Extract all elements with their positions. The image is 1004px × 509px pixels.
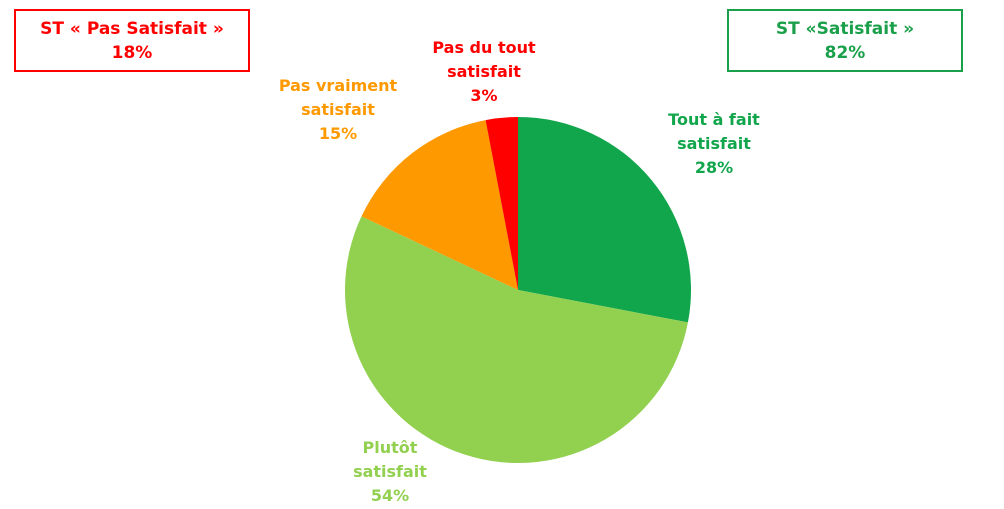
subtotal-box: ST « Pas Satisfait » 18% (14, 9, 250, 72)
slice-label: Pas du tout satisfait 3% (424, 36, 544, 108)
slice-name: Plutôt satisfait (353, 438, 427, 481)
slice-name: Pas du tout satisfait (432, 38, 536, 81)
pie-slice (344, 216, 688, 463)
subtotal-box: ST «Satisfait » 82% (727, 9, 963, 72)
slice-percent: 54% (370, 486, 410, 505)
subtotal-value: 18% (111, 43, 153, 63)
subtotal-value: 82% (824, 43, 866, 63)
slice-percent: 28% (694, 158, 734, 177)
slice-label: Pas vraiment satisfait 15% (273, 74, 403, 146)
subtotal-label: ST « Pas Satisfait » (40, 19, 224, 39)
pie-slice (361, 120, 518, 291)
pie-slice (485, 117, 518, 290)
slice-percent: 15% (318, 124, 358, 143)
pie-slice (518, 117, 691, 323)
slice-label: Plutôt satisfait 54% (345, 436, 435, 508)
slice-name: Tout à fait satisfait (668, 110, 760, 153)
slice-percent: 3% (470, 86, 498, 105)
slice-label: Tout à fait satisfait 28% (659, 108, 769, 180)
subtotal-label: ST «Satisfait » (775, 19, 915, 39)
slice-name: Pas vraiment satisfait (278, 76, 398, 119)
